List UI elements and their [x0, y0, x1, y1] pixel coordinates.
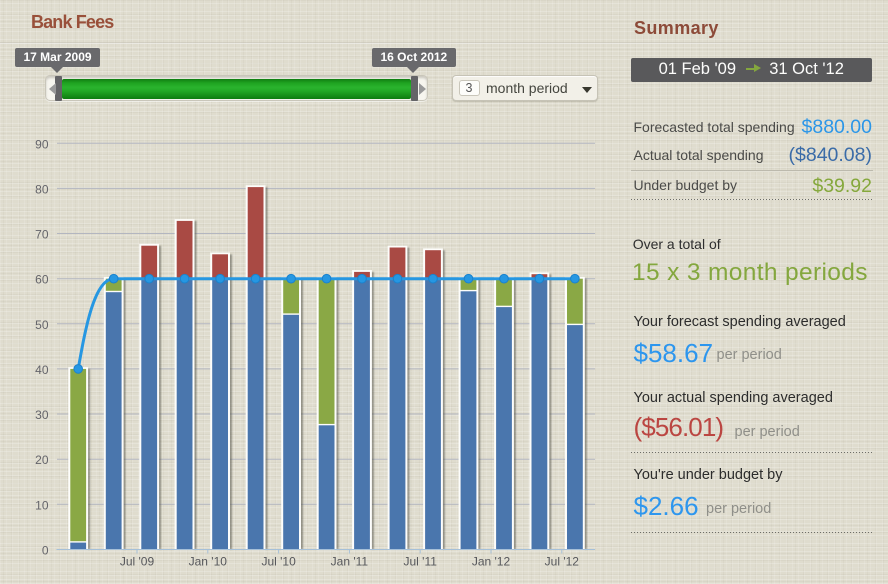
svg-text:60: 60	[35, 273, 49, 287]
svg-text:80: 80	[35, 182, 49, 196]
svg-text:Jul '12: Jul '12	[545, 555, 580, 569]
svg-text:50: 50	[35, 318, 49, 332]
svg-text:Jul '11: Jul '11	[403, 555, 437, 569]
svg-text:Jan '12: Jan '12	[472, 555, 511, 569]
svg-text:10: 10	[35, 498, 49, 512]
svg-text:Jul '09: Jul '09	[120, 555, 155, 569]
svg-text:Jan '11: Jan '11	[331, 555, 369, 569]
svg-text:20: 20	[35, 453, 49, 467]
svg-text:40: 40	[35, 363, 49, 377]
svg-text:Jul '10: Jul '10	[261, 555, 296, 569]
svg-text:Jan '10: Jan '10	[189, 555, 228, 569]
svg-text:30: 30	[35, 408, 49, 422]
svg-text:90: 90	[35, 137, 49, 151]
svg-text:0: 0	[42, 543, 49, 557]
svg-text:70: 70	[35, 228, 49, 242]
